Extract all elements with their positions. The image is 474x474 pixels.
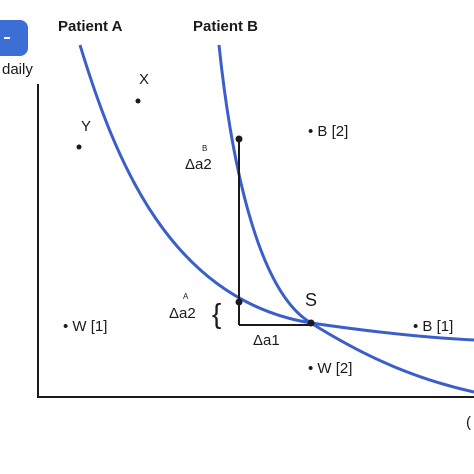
point-w1-label: • W [1] — [63, 318, 107, 335]
patient-b-title: Patient B — [193, 18, 258, 35]
patient-b-curve — [217, 44, 474, 394]
delta-a1-label: Δa1 — [253, 332, 280, 349]
delta-a2-patient-a: Δa2 — [169, 305, 196, 322]
corner-badge-mark — [4, 37, 10, 39]
x-axis-label: ( — [466, 414, 471, 431]
curly-brace: { — [212, 298, 221, 329]
point-b2-label: • B [2] — [308, 123, 348, 140]
point-upper-dot — [235, 135, 243, 143]
point-b1-label: • B [1] — [413, 318, 453, 335]
superscript-a: A — [183, 292, 189, 301]
point-mid-dot — [235, 298, 243, 306]
point-y-dot — [76, 144, 82, 150]
patient-a-curve — [78, 44, 474, 342]
corner-badge — [0, 20, 28, 56]
point-s-dot — [307, 319, 315, 327]
point-x-dot — [135, 98, 141, 104]
patient-a-title: Patient A — [58, 18, 123, 35]
point-y-label: Y — [81, 118, 91, 135]
point-x-label: X — [139, 71, 149, 88]
point-s-label: S — [305, 290, 317, 310]
superscript-b: B — [202, 144, 207, 153]
y-axis-label: daily — [2, 61, 33, 78]
point-w2-label: • W [2] — [308, 360, 352, 377]
delta-a2-patient-b: Δa2 — [185, 156, 212, 173]
